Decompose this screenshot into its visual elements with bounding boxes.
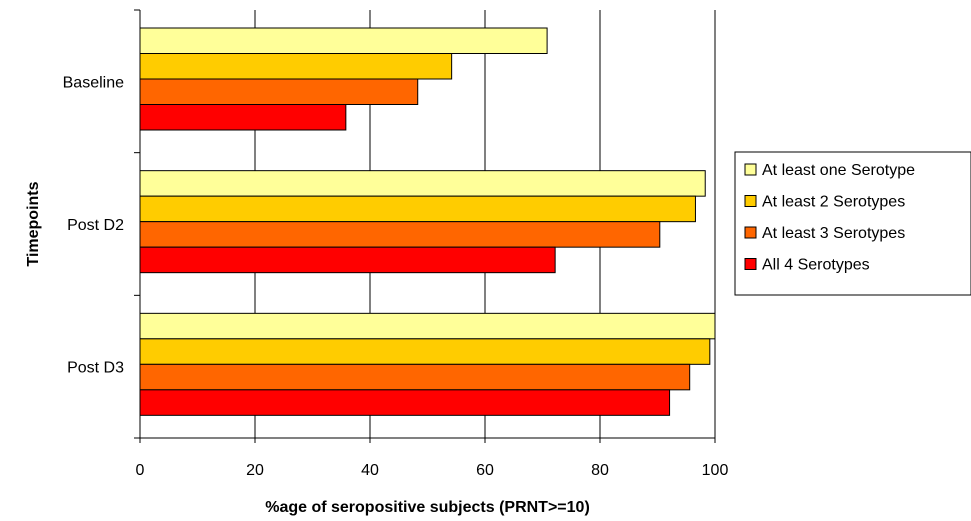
x-tick-label-40: 40 <box>361 462 379 479</box>
x-tick-label-80: 80 <box>591 462 609 479</box>
legend-label-4: All 4 Serotypes <box>762 257 870 274</box>
bar-post-d2-series-2 <box>139 195 696 223</box>
axes <box>134 9 716 443</box>
bar-post-d3-series-4 <box>139 389 671 416</box>
y-tick-label-post-d2: Post D2 <box>67 217 124 234</box>
x-axis-title: %age of seropositive subjects (PRNT>=10) <box>265 499 590 516</box>
legend-label-1: At least one Serotype <box>762 162 915 179</box>
legend-box <box>734 151 971 296</box>
y-tick-label-post-d3: Post D3 <box>67 360 124 377</box>
legend-label-2: At least 2 Serotypes <box>762 194 905 211</box>
bar-post-d3-series-3 <box>139 363 691 391</box>
bar-baseline-series-1 <box>139 27 548 54</box>
legend: At least one Serotype At least 2 Serotype… <box>734 151 971 296</box>
y-axis-title: Timepoints <box>25 181 42 266</box>
y-tick-label-baseline: Baseline <box>63 74 124 91</box>
legend-swatch-2 <box>744 195 757 207</box>
legend-swatch-1 <box>744 163 757 176</box>
bar-baseline-series-4 <box>139 104 347 131</box>
bars <box>139 27 716 416</box>
x-tick-label-20: 20 <box>246 462 264 479</box>
y-tick-labels: Baseline Post D2 Post D3 <box>63 74 124 376</box>
x-tick-label-100: 100 <box>702 462 729 479</box>
legend-swatch-4 <box>744 258 757 270</box>
x-tick-labels: 0 20 40 60 80 100 <box>136 462 729 479</box>
bar-post-d2-series-4 <box>139 246 556 274</box>
legend-swatch-3 <box>744 226 757 239</box>
legend-label-3: At least 3 Serotypes <box>762 225 905 242</box>
bar-post-d3-series-1 <box>139 312 716 340</box>
bar-post-d2-series-3 <box>139 221 661 248</box>
bar-post-d2-series-1 <box>139 170 706 197</box>
bar-post-d3-series-2 <box>139 338 711 365</box>
x-tick-label-0: 0 <box>136 462 145 479</box>
bar-baseline-series-3 <box>139 78 419 105</box>
bar-baseline-series-2 <box>139 53 453 80</box>
x-tick-label-60: 60 <box>476 462 494 479</box>
